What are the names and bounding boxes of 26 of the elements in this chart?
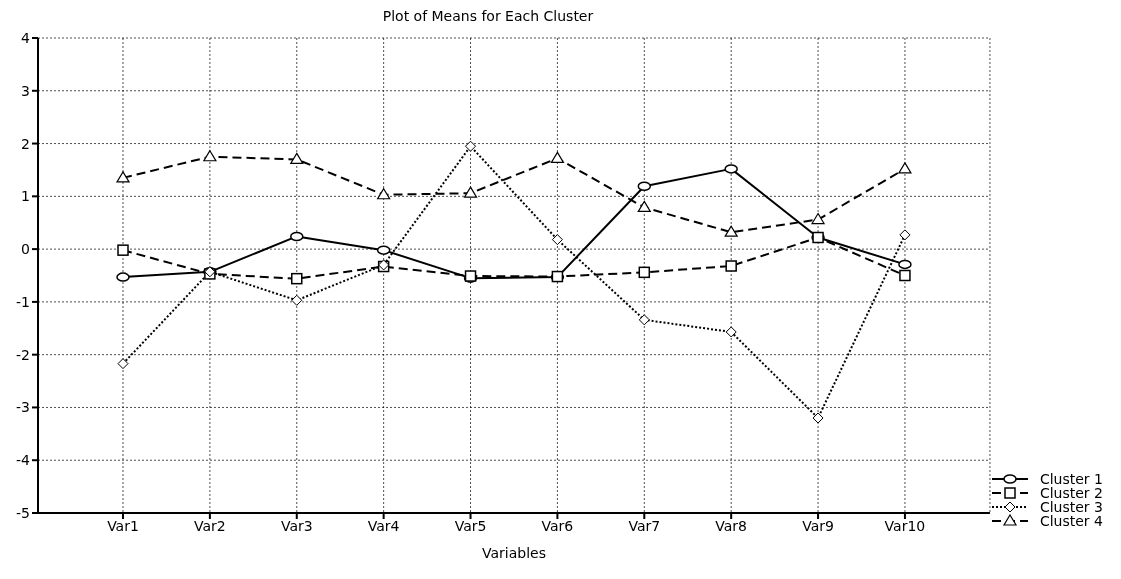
y-tick-label: 3 xyxy=(21,82,30,99)
x-tick-label: Var3 xyxy=(280,517,313,534)
chart-title: Plot of Means for Each Cluster xyxy=(381,8,595,26)
y-tick-label: -2 xyxy=(16,346,30,363)
y-tick-label: 0 xyxy=(21,241,30,258)
x-tick-label: Var7 xyxy=(628,517,661,534)
x-tick-label: Var5 xyxy=(454,517,487,534)
y-tick-label: 2 xyxy=(21,135,30,152)
x-tick-label: Var9 xyxy=(802,517,834,534)
x-axis-title: Variables xyxy=(481,545,546,561)
legend-label: Cluster 3 xyxy=(1039,499,1103,515)
legend-label: Cluster 2 xyxy=(1039,485,1103,501)
y-tick-label: -3 xyxy=(16,399,30,416)
x-tick-label: Var10 xyxy=(884,517,926,534)
y-tick-label: -5 xyxy=(16,504,30,521)
legend-label: Cluster 4 xyxy=(1039,513,1103,529)
y-tick-label: -4 xyxy=(16,452,31,469)
x-tick-label: Var4 xyxy=(367,517,400,534)
x-tick-label: Var2 xyxy=(194,517,226,534)
y-tick-label: 1 xyxy=(21,188,30,205)
y-tick-label: -1 xyxy=(16,293,30,310)
y-tick-label: 4 xyxy=(21,29,31,46)
x-tick-label: Var8 xyxy=(715,517,748,534)
legend-label: Cluster 1 xyxy=(1039,471,1103,487)
x-tick-label: Var6 xyxy=(541,517,574,534)
x-tick-label: Var1 xyxy=(107,517,139,534)
